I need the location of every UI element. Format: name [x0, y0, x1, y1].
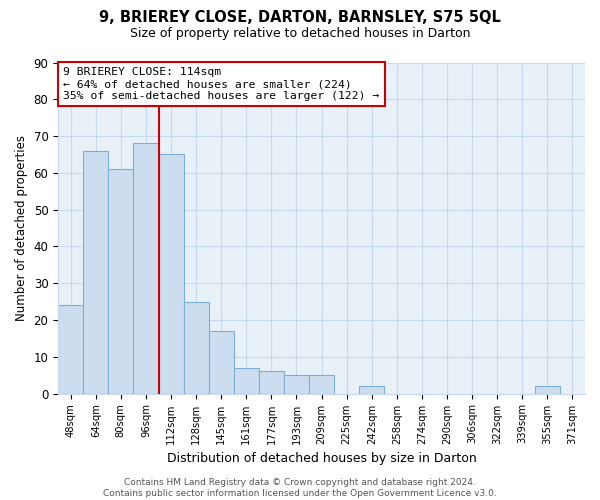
- Bar: [83, 151, 109, 394]
- Bar: [209, 331, 234, 394]
- Bar: [109, 169, 133, 394]
- Text: 9 BRIEREY CLOSE: 114sqm
← 64% of detached houses are smaller (224)
35% of semi-d: 9 BRIEREY CLOSE: 114sqm ← 64% of detache…: [64, 68, 380, 100]
- Bar: [259, 372, 284, 394]
- Y-axis label: Number of detached properties: Number of detached properties: [15, 135, 28, 321]
- X-axis label: Distribution of detached houses by size in Darton: Distribution of detached houses by size …: [167, 452, 476, 465]
- Bar: [359, 386, 384, 394]
- Bar: [309, 375, 334, 394]
- Text: 9, BRIEREY CLOSE, DARTON, BARNSLEY, S75 5QL: 9, BRIEREY CLOSE, DARTON, BARNSLEY, S75 …: [99, 10, 501, 25]
- Bar: [284, 375, 309, 394]
- Bar: [133, 144, 158, 394]
- Bar: [58, 306, 83, 394]
- Bar: [535, 386, 560, 394]
- Bar: [234, 368, 259, 394]
- Bar: [158, 154, 184, 394]
- Text: Size of property relative to detached houses in Darton: Size of property relative to detached ho…: [130, 28, 470, 40]
- Bar: [184, 302, 209, 394]
- Text: Contains HM Land Registry data © Crown copyright and database right 2024.
Contai: Contains HM Land Registry data © Crown c…: [103, 478, 497, 498]
